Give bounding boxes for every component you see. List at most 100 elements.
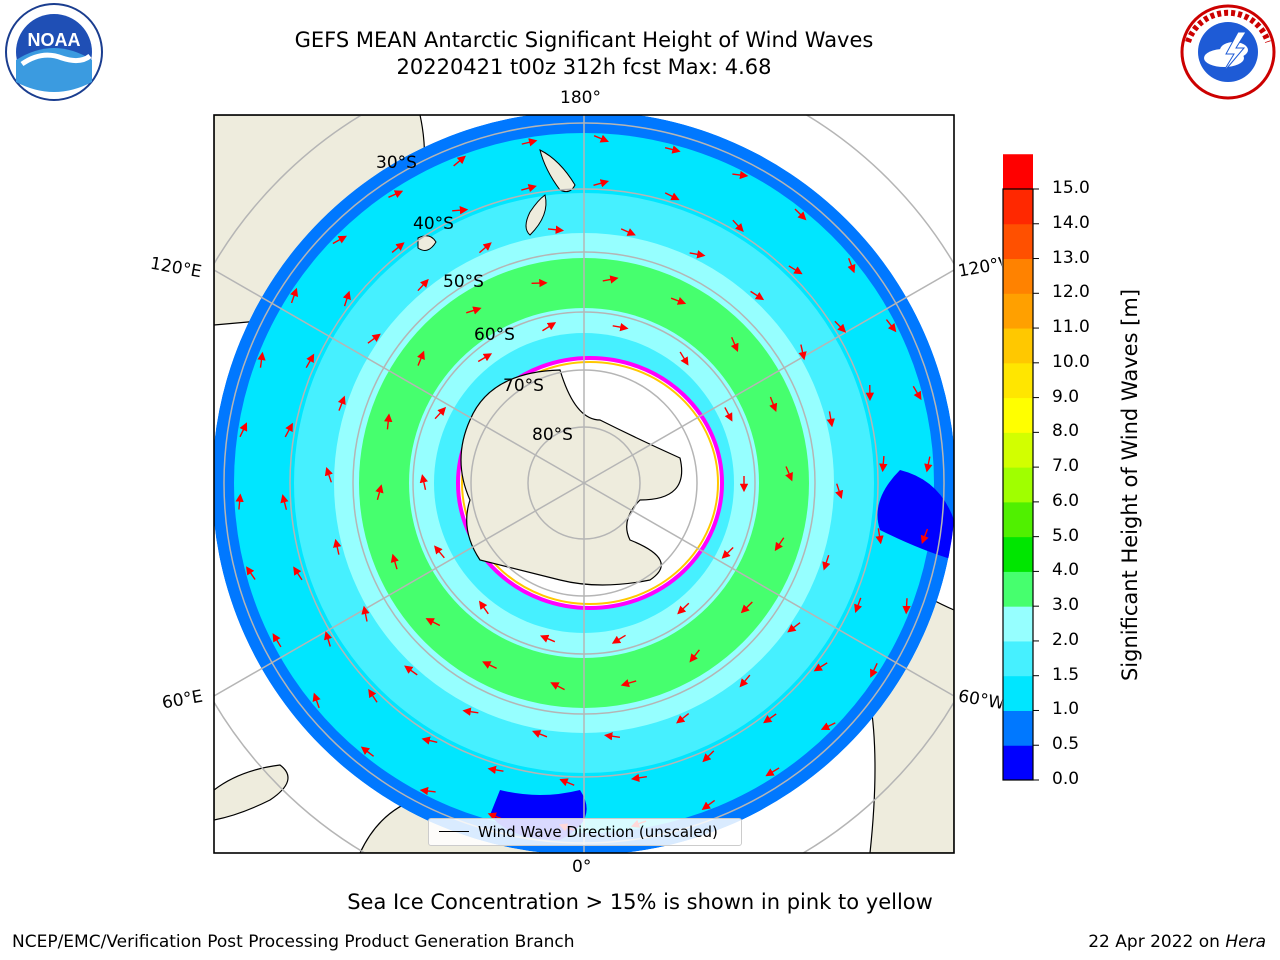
colorbar-tick-label: 0.5 [1052,734,1080,755]
wind-wave-arrow [434,406,447,420]
colorbar-tick-marks [1033,188,1039,781]
colorbar-label: Significant Height of Wind Waves [m] [1118,288,1142,682]
wind-wave-arrow [305,353,315,369]
wind-wave-arrow [724,407,733,422]
map-frame [213,114,955,854]
wind-wave-arrow [774,537,785,552]
lat-label-80s: 80°S [532,425,573,445]
wind-wave-arrow [826,411,835,428]
wind-wave-arrow [272,633,282,648]
colorbar-tick-label: 7.0 [1052,456,1080,477]
wind-wave-arrow [870,663,878,678]
footer-date: 22 Apr 2022 on Hera [1088,932,1266,952]
wind-wave-arrow [478,242,492,254]
wind-wave-arrow [679,351,689,366]
wind-wave-arrow [798,344,807,361]
antarctica-landmass [460,369,683,586]
wind-wave-arrow [740,601,753,614]
wind-wave-arrow [368,688,378,703]
wind-wave-arrow [452,205,469,215]
colorbar-tick-label: 15.0 [1052,178,1090,198]
wind-wave-arrow [342,290,351,307]
legend-line-sample [439,831,469,832]
colorbar-tick-label: 4.0 [1052,560,1080,581]
lat-label-30s: 30°S [376,153,417,173]
wind-wave-arrow [785,466,793,482]
wind-wave-arrow [360,746,375,757]
colorbar-swatch [1003,745,1033,781]
footer-date-text: 22 Apr 2022 on [1088,932,1226,952]
wind-wave-arrow [620,228,636,236]
wind-wave-arrow [332,235,347,245]
wind-wave-arrow [721,547,734,559]
wind-wave-arrow [324,631,333,647]
wind-wave-arrow [487,765,504,774]
noaa-logo: NOAA [5,3,103,101]
wind-wave-arrow [419,474,428,490]
wind-wave-arrow [421,736,438,745]
wind-wave-arrow [612,322,629,332]
lon-label-0: 0° [572,857,592,877]
colorbar-swatch [1003,258,1033,294]
wind-wave-arrow [820,722,836,730]
colorbar-tick-label: 1.0 [1052,699,1080,720]
wind-wave-arrow [453,155,466,167]
wind-wave-arrow [404,665,418,676]
colorbar-tick-label: 2.0 [1052,629,1080,650]
wind-wave-arrow [235,493,244,510]
wind-wave-arrow [384,413,393,430]
footer-machine: Hera [1225,932,1266,952]
wind-wave-arrow [912,385,922,401]
wind-wave-arrow [417,350,425,366]
colorbar-swatch [1003,362,1033,399]
lat-label-60s: 60°S [474,325,515,345]
wind-wave-arrow [765,767,780,777]
wind-wave-arrow [419,786,436,796]
wind-wave-arrow [324,467,333,483]
colorbar-swatch [1003,571,1033,607]
colorbar-swatch [1003,223,1033,260]
wind-wave-arrow [902,598,911,615]
map-area: 30°S 40°S 50°S 60°S 70°S 80°S [214,115,954,853]
colorbar-tick-label: 11.0 [1052,317,1090,338]
colorbar-swatch [1003,675,1033,711]
wind-wave-arrow [542,322,557,332]
wind-wave-arrow [361,605,370,622]
wind-wave-arrow [593,179,610,188]
noaa-logo-text: NOAA [28,30,81,50]
wind-wave-arrow [620,679,637,688]
wind-wave-arrow [391,242,405,253]
wind-wave-arrow [559,778,575,787]
colorbar-swatch [1003,467,1033,503]
wind-wave-arrow [478,600,489,615]
wind-wave-arrow [924,456,933,473]
nws-logo [1180,4,1276,100]
wind-wave-arrow [787,622,801,633]
wind-wave-arrow [875,528,884,545]
colorbar-tick-label: 1.5 [1052,664,1080,685]
wind-wave-arrow [689,649,700,663]
colorbar [1002,154,1039,781]
wind-wave-arrow [337,395,346,411]
colorbar-tick-label: 5.0 [1052,525,1080,546]
longitude-gridlines [214,115,954,853]
wind-wave-arrow [284,422,293,438]
wind-wave-arrow [788,265,803,275]
lat-label-70s: 70°S [503,376,544,396]
wind-wave-arrow [676,713,690,724]
wind-wave-arrow [246,566,256,580]
wind-wave-arrow [835,483,844,499]
lat-label-50s: 50°S [443,272,484,292]
colorbar-tick-label: 14.0 [1052,212,1090,233]
wind-wave-arrow [375,484,384,500]
sea-ice-note: Sea Ice Concentration > 15% is shown in … [347,890,933,914]
colorbar-swatches [1003,154,1033,781]
wind-wave-arrow [388,190,404,199]
colorbar-swatch [1003,293,1033,329]
wind-wave-arrow [602,275,619,284]
wind-wave-arrow [547,225,565,234]
wind-wave-arrow [750,290,765,301]
legend-label: Wind Wave Direction (unscaled) [478,823,718,841]
colorbar-swatch [1003,432,1033,468]
islands [417,149,576,251]
